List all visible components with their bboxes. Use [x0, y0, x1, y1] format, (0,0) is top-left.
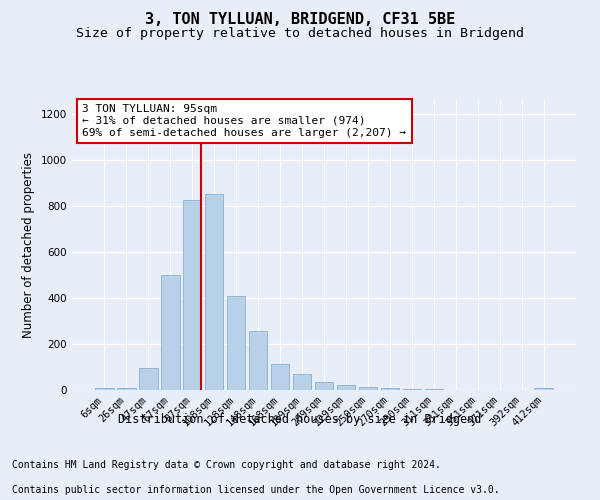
Text: 3, TON TYLLUAN, BRIDGEND, CF31 5BE: 3, TON TYLLUAN, BRIDGEND, CF31 5BE [145, 12, 455, 28]
Bar [337, 386, 355, 390]
Text: Contains public sector information licensed under the Open Government Licence v3: Contains public sector information licen… [12, 485, 500, 495]
Bar [117, 388, 136, 390]
Bar [95, 388, 113, 390]
Bar [403, 389, 421, 390]
Bar [535, 388, 553, 390]
Bar [139, 368, 158, 390]
Bar [293, 374, 311, 390]
Text: 3 TON TYLLUAN: 95sqm
← 31% of detached houses are smaller (974)
69% of semi-deta: 3 TON TYLLUAN: 95sqm ← 31% of detached h… [82, 104, 406, 138]
Bar [161, 275, 179, 390]
Bar [249, 332, 268, 390]
Bar [359, 387, 377, 390]
Bar [227, 296, 245, 390]
Bar [271, 364, 289, 390]
Bar [314, 382, 334, 390]
Y-axis label: Number of detached properties: Number of detached properties [22, 152, 35, 338]
Bar [205, 194, 223, 390]
Bar [183, 200, 202, 390]
Text: Contains HM Land Registry data © Crown copyright and database right 2024.: Contains HM Land Registry data © Crown c… [12, 460, 441, 470]
Text: Distribution of detached houses by size in Bridgend: Distribution of detached houses by size … [118, 412, 482, 426]
Text: Size of property relative to detached houses in Bridgend: Size of property relative to detached ho… [76, 28, 524, 40]
Bar [380, 388, 399, 390]
